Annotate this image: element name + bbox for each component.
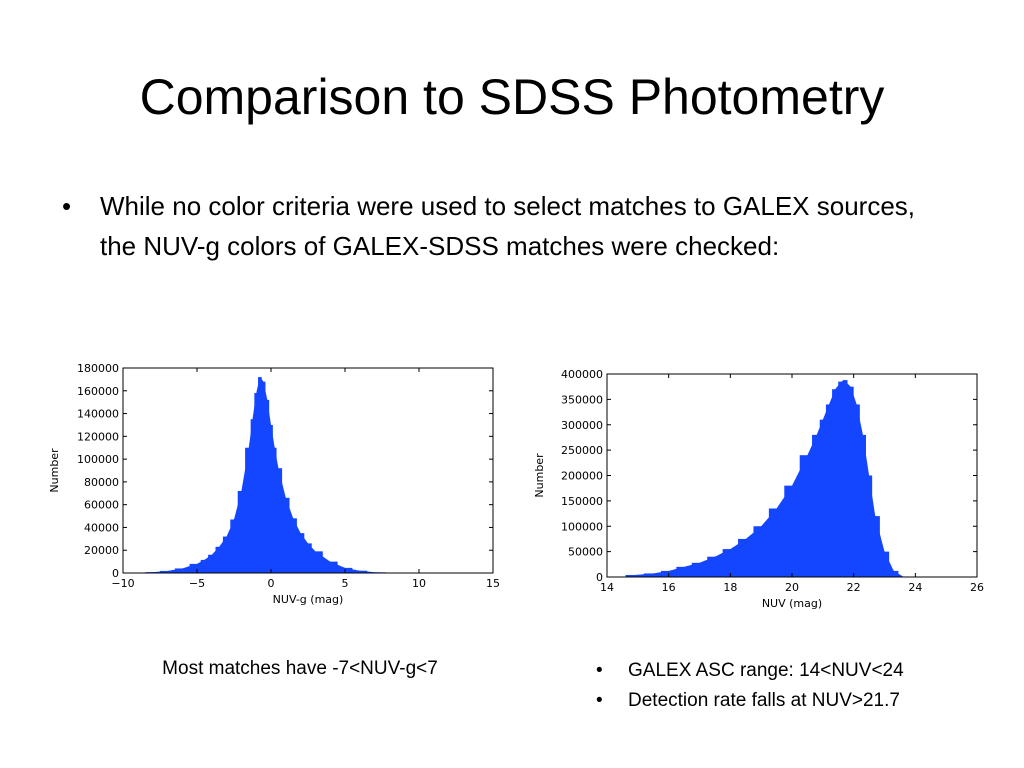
y-tick-label: 160000	[77, 385, 119, 398]
slide-title: Comparison to SDSS Photometry	[139, 69, 885, 125]
x-tick-label: 18	[723, 581, 737, 594]
y-tick-label: 400000	[561, 368, 603, 381]
y-tick-label: 350000	[561, 393, 603, 406]
caption-bullet-item: • GALEX ASC range: 14<NUV<24	[590, 656, 1010, 686]
y-tick-label: 150000	[561, 495, 603, 508]
histogram-area	[137, 377, 397, 573]
plot-frame	[122, 367, 494, 574]
bullet-list: • While no color criteria were used to s…	[62, 186, 942, 266]
y-tick-label: 20000	[84, 544, 119, 557]
y-tick-label: 250000	[561, 444, 603, 457]
x-axis-label: NUV-g (mag)	[273, 593, 344, 606]
y-tick-label: 80000	[84, 476, 119, 489]
x-tick-label: 24	[908, 581, 922, 594]
y-tick-label: 300000	[561, 419, 603, 432]
y-tick-label: 100000	[77, 453, 119, 466]
histogram-area	[634, 380, 903, 577]
left-chart-caption: Most matches have -7<NUV-g<7	[162, 658, 438, 679]
x-tick-label: 26	[970, 581, 984, 594]
caption-bullet-text: GALEX ASC range: 14<NUV<24	[628, 660, 904, 681]
x-tick-label: −10	[111, 577, 134, 590]
bullet-item: • While no color criteria were used to s…	[62, 186, 942, 266]
nuv-histogram: 14 16 18 20 22 24 26 0 50000 100000 150000 200000 25…	[533, 368, 984, 610]
y-axis-label: Number	[533, 453, 546, 498]
bullet-dot-icon: •	[62, 191, 72, 221]
y-tick-label: 140000	[77, 408, 119, 421]
caption-bullet-text: Detection rate falls at NUV>21.7	[628, 690, 900, 711]
y-tick-label: 50000	[568, 546, 603, 559]
bullet-dot-icon: •	[596, 660, 603, 681]
y-tick-label: 0	[596, 571, 603, 584]
y-tick-label: 60000	[84, 499, 119, 512]
y-tick-label: 180000	[77, 362, 119, 375]
x-tick-label: 16	[662, 581, 676, 594]
y-tick-label: 100000	[561, 520, 603, 533]
right-chart-caption-list: • GALEX ASC range: 14<NUV<24 • Detection…	[590, 656, 1010, 716]
x-tick-label: 20	[785, 581, 799, 594]
y-axis-label: Number	[48, 448, 61, 493]
y-tick-label: 120000	[77, 430, 119, 443]
caption-bullet-item: • Detection rate falls at NUV>21.7	[590, 686, 1010, 716]
y-tick-label: 40000	[84, 521, 119, 534]
y-tick-label: 200000	[561, 470, 603, 483]
x-tick-label: 0	[268, 577, 275, 590]
bullet-dot-icon: •	[596, 690, 603, 711]
x-tick-label: 14	[600, 581, 614, 594]
x-tick-label: 5	[342, 577, 349, 590]
x-tick-label: 10	[412, 577, 426, 590]
x-axis-label: NUV (mag)	[762, 597, 822, 610]
x-tick-label: 22	[847, 581, 861, 594]
y-tick-label: 0	[112, 567, 119, 580]
x-tick-label: −5	[189, 577, 205, 590]
bullet-text: While no color criteria were used to sel…	[100, 191, 916, 261]
x-tick-label: 15	[486, 577, 500, 590]
nuv-g-histogram: −10 −5 0 5 10 15 0 20000 40000 60000 80000 100000 12…	[48, 362, 500, 606]
